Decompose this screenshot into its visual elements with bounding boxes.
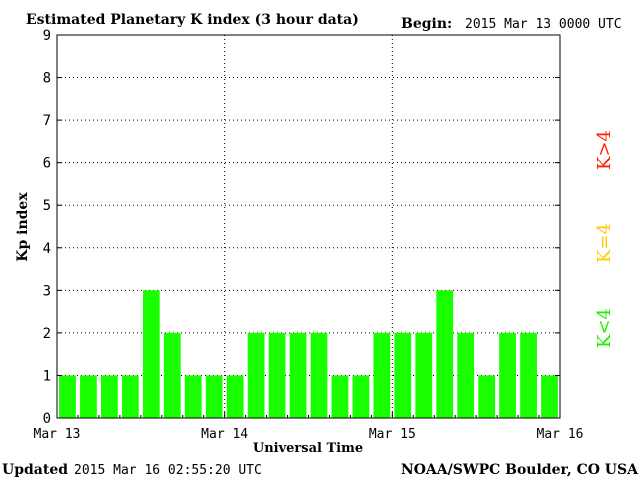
x-ticks: Mar 13 Mar 14 Mar 15 Mar 16	[34, 412, 584, 442]
kp-bar	[520, 332, 537, 418]
x-tick-label: Mar 15	[369, 427, 416, 442]
legend-item: K>4	[594, 130, 615, 170]
kp-bar	[331, 375, 349, 418]
kp-bar	[184, 375, 202, 418]
legend-item: K=4	[594, 223, 615, 263]
kp-bar	[457, 332, 475, 418]
legend-label: K=4	[594, 223, 615, 263]
y-tick-label: 9	[43, 28, 51, 44]
y-tick-label: 1	[43, 368, 51, 384]
legend: K>4 K=4 K<4	[594, 130, 615, 348]
grid	[57, 35, 560, 418]
y-tick-label: 8	[43, 71, 51, 87]
kp-bar	[394, 332, 412, 418]
y-tick-label: 7	[43, 113, 51, 129]
kp-bar	[373, 332, 391, 418]
begin-label: Begin:	[401, 16, 452, 32]
kp-bar	[163, 332, 181, 418]
y-tick-label: 4	[43, 241, 51, 257]
x-tick-label: Mar 13	[34, 427, 81, 442]
kp-bar	[541, 375, 558, 418]
x-tick-label: Mar 14	[201, 427, 248, 442]
kp-bar	[478, 375, 496, 418]
kp-bar	[289, 332, 307, 418]
y-tick-label: 2	[43, 326, 51, 342]
y-tick-label: 3	[43, 283, 51, 299]
kp-bar	[415, 332, 433, 418]
legend-label: K>4	[594, 130, 615, 170]
kp-bar	[268, 332, 286, 418]
kp-bar	[80, 375, 97, 418]
credit-text: NOAA/SWPC Boulder, CO USA	[401, 462, 639, 478]
y-tick-label: 5	[43, 198, 51, 214]
legend-item: K<4	[594, 308, 615, 348]
y-tick-label: 6	[43, 156, 51, 172]
chart-title: Estimated Planetary K index (3 hour data…	[26, 12, 359, 28]
kp-bar	[310, 332, 328, 418]
y-tick-label: 0	[43, 411, 51, 427]
kp-bar	[436, 290, 454, 418]
begin-value: 2015 Mar 13 0000 UTC	[465, 17, 622, 32]
y-ticks: 0 1 2 3 4 5 6 7 8 9	[43, 28, 560, 427]
x-axis-label: Universal Time	[253, 441, 363, 456]
updated-value: 2015 Mar 16 02:55:20 UTC	[74, 463, 262, 478]
legend-label: K<4	[594, 308, 615, 348]
plot-frame	[56, 34, 561, 419]
kp-bar	[121, 375, 139, 418]
kp-bar	[226, 375, 244, 418]
bars	[59, 290, 558, 418]
updated-label: Updated	[2, 462, 68, 478]
kp-bar	[59, 375, 76, 418]
kp-bar	[101, 375, 118, 418]
kp-bar	[352, 375, 370, 418]
kp-bar	[205, 375, 223, 418]
kp-bar	[499, 332, 516, 418]
y-axis-label: Kp index	[15, 192, 31, 262]
kp-bar	[142, 290, 160, 418]
x-tick-label: Mar 16	[537, 427, 584, 442]
kp-bar	[247, 332, 265, 418]
plot-border	[56, 34, 561, 419]
